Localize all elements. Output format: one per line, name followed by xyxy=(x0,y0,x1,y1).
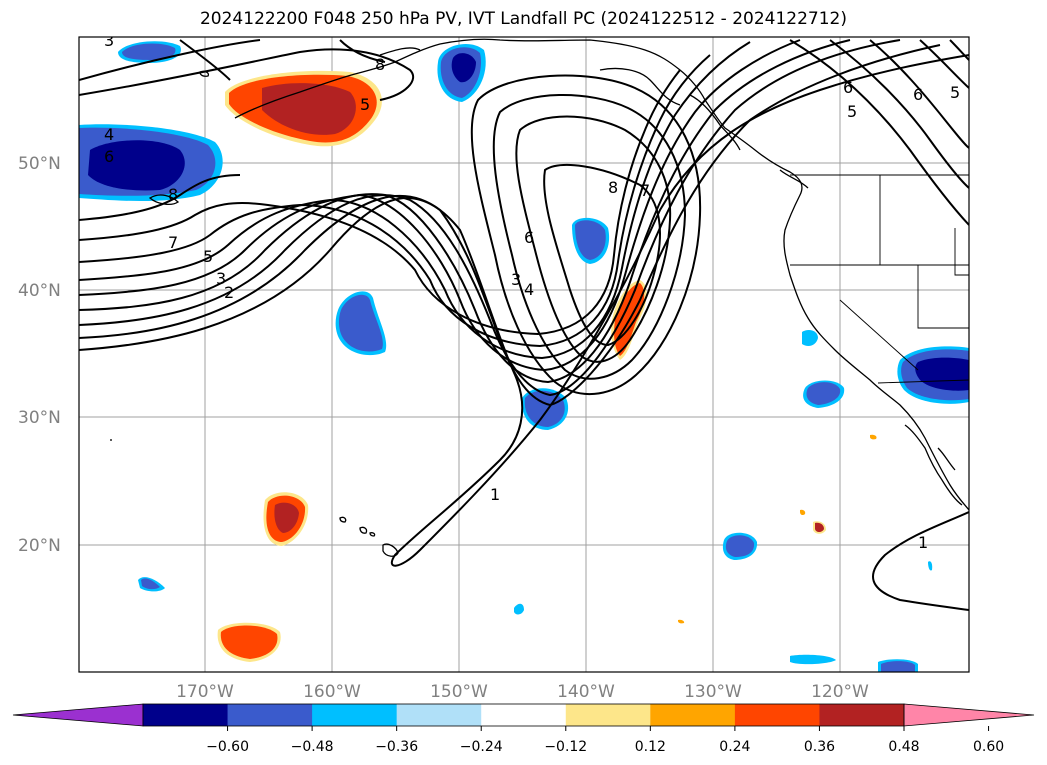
contour-label: 7 xyxy=(640,181,650,200)
colorbar-frame xyxy=(142,703,905,727)
colorbar-tick-label: −0.60 xyxy=(206,739,249,755)
colorbar-tick-label: −0.48 xyxy=(291,739,334,755)
contour-closed-loop xyxy=(543,164,661,347)
pv-shading xyxy=(79,41,969,672)
colorbar-extend-low xyxy=(12,703,144,727)
colorbar-cell xyxy=(734,704,820,726)
contour-label: 6 xyxy=(843,78,853,97)
lat-label-50n: 50°N xyxy=(18,154,61,174)
contour-label: 2 xyxy=(224,283,234,302)
colorbar-cell xyxy=(565,704,651,726)
colorbar-cell xyxy=(227,704,313,726)
lon-label-150w: 150°W xyxy=(430,682,488,702)
lon-label-160w: 160°W xyxy=(303,682,361,702)
coastline-alaska xyxy=(234,38,969,511)
contour-label: 4 xyxy=(524,280,534,299)
contour-labels: 3 4 6 8 7 5 3 2 3 4 6 8 7 1 5 6 6 5 5 8 … xyxy=(104,31,960,552)
map-area xyxy=(79,37,969,672)
contour-southeast xyxy=(872,511,969,611)
longitude-labels: 170°W 160°W 150°W 140°W 130°W 120°W xyxy=(176,682,869,702)
colorbar-cell xyxy=(819,704,905,726)
latitude-labels: 50°N 40°N 30°N 20°N xyxy=(18,154,61,556)
ivt-contours xyxy=(79,39,969,611)
coastlines xyxy=(110,38,969,557)
contour-label: 7 xyxy=(168,233,178,252)
lon-label-120w: 120°W xyxy=(811,682,869,702)
colorbar-tick-label: −0.36 xyxy=(375,739,418,755)
borders xyxy=(790,174,969,384)
colorbar-cell xyxy=(650,704,736,726)
contour-label: 5 xyxy=(950,83,960,102)
colorbar-cell xyxy=(312,704,398,726)
contour-label: 8 xyxy=(608,178,618,197)
contour-label: 3 xyxy=(216,269,226,288)
colorbar-cell xyxy=(396,704,482,726)
colorbar: −0.60 −0.48 −0.36 −0.24 −0.12 0.12 0.24 0.36 0.4… xyxy=(12,703,1035,755)
contour-label: 1 xyxy=(490,485,500,504)
contour-label: 5 xyxy=(360,95,370,114)
lon-label-170w: 170°W xyxy=(176,682,234,702)
contour-label: 6 xyxy=(104,147,114,166)
lat-label-40n: 40°N xyxy=(18,281,61,301)
colorbar-tick-label: 0.36 xyxy=(804,739,835,755)
colorbar-tick-label: 0.24 xyxy=(719,739,750,755)
contour-label: 6 xyxy=(524,228,534,247)
map-frame xyxy=(78,36,970,673)
contour-label: 5 xyxy=(203,247,213,266)
contour-label: 4 xyxy=(104,125,114,144)
colorbar-extend-high xyxy=(903,703,1035,727)
lon-label-130w: 130°W xyxy=(684,682,742,702)
contour-label: 1 xyxy=(918,533,928,552)
lat-label-30n: 30°N xyxy=(18,408,61,428)
contour-label: 3 xyxy=(104,31,114,50)
contour-outer-ridge xyxy=(79,54,969,567)
colorbar-cell xyxy=(143,704,229,726)
colorbar-tick-label: −0.12 xyxy=(544,739,587,755)
contour-label: 6 xyxy=(913,85,923,104)
colorbar-tick-label: 0.60 xyxy=(973,739,1004,755)
lon-label-140w: 140°W xyxy=(557,682,615,702)
colorbar-tick-label: −0.24 xyxy=(460,739,503,755)
contour-label: 5 xyxy=(847,102,857,121)
colorbar-tick-label: 0.48 xyxy=(888,739,919,755)
contour-label: 3 xyxy=(511,270,521,289)
lat-label-20n: 20°N xyxy=(18,536,61,556)
map-title: 2024122200 F048 250 hPa PV, IVT Landfall… xyxy=(199,9,847,29)
contour-label: 8 xyxy=(168,185,178,204)
contour-label: 8 xyxy=(375,55,385,74)
colorbar-tick-label: 0.12 xyxy=(635,739,666,755)
colorbar-cell xyxy=(481,704,567,726)
